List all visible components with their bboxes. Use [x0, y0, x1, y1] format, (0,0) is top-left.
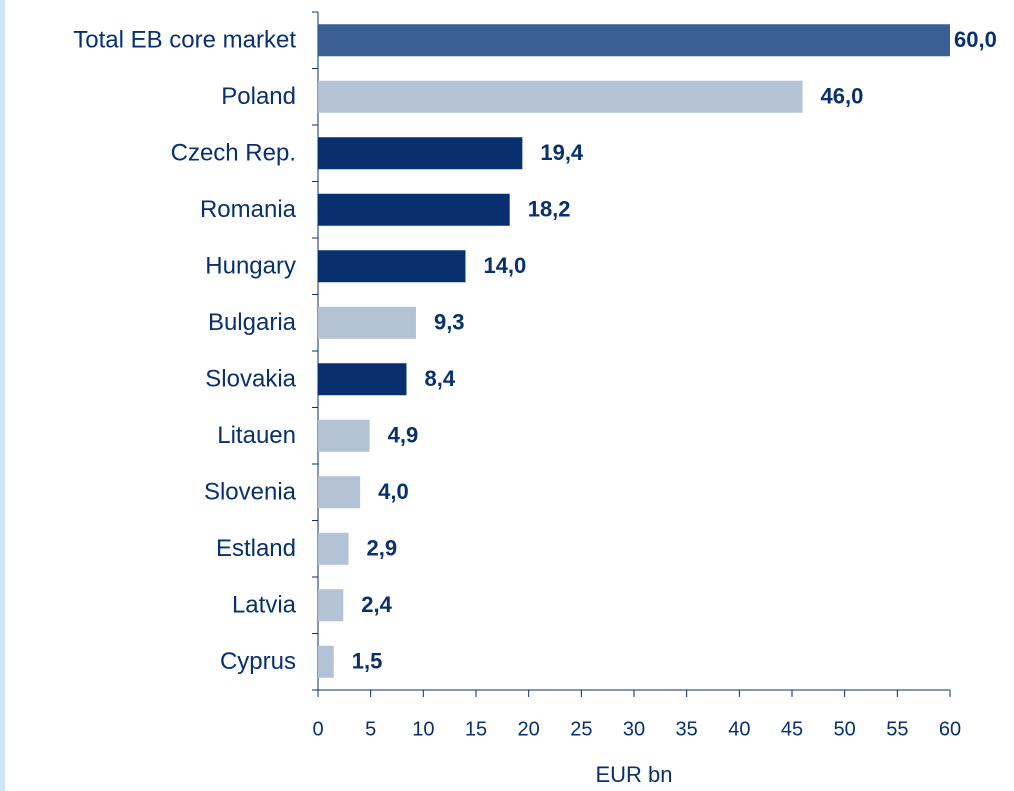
category-label: Slovenia [204, 479, 297, 506]
category-label: Slovakia [205, 366, 296, 393]
category-label: Litauen [217, 422, 296, 449]
x-axis-title: EUR bn [595, 762, 672, 787]
value-label: 1,5 [352, 649, 383, 674]
bar [318, 363, 407, 396]
bar [318, 24, 950, 57]
value-label: 60,0 [954, 27, 997, 52]
bar [318, 80, 803, 113]
value-label: 46,0 [821, 84, 864, 109]
bar [318, 306, 416, 339]
x-tick-label: 20 [518, 718, 540, 740]
x-tick-label: 15 [465, 718, 487, 740]
bar [318, 589, 344, 622]
value-label: 8,4 [424, 366, 455, 391]
x-tick-label: 5 [365, 718, 376, 740]
value-label: 2,9 [367, 536, 398, 561]
bar [318, 250, 466, 283]
category-label: Cyprus [220, 648, 296, 675]
x-tick-label: 35 [676, 718, 698, 740]
bar [318, 532, 349, 565]
x-tick-label: 60 [939, 718, 961, 740]
category-label: Romania [200, 196, 297, 223]
value-label: 19,4 [540, 140, 584, 165]
x-tick-label: 25 [570, 718, 592, 740]
value-label: 9,3 [434, 310, 465, 335]
x-tick-label: 0 [312, 718, 323, 740]
x-tick-label: 40 [728, 718, 750, 740]
category-label: Total EB core market [73, 27, 296, 54]
value-label: 18,2 [528, 197, 571, 222]
x-tick-label: 55 [886, 718, 908, 740]
bar [318, 476, 361, 509]
bar [318, 137, 523, 170]
bar [318, 419, 370, 452]
category-label: Czech Rep. [171, 140, 296, 167]
category-label: Hungary [205, 253, 296, 280]
category-label: Bulgaria [208, 309, 297, 336]
x-tick-label: 30 [623, 718, 645, 740]
left-strip [0, 0, 5, 791]
category-label: Estland [216, 535, 296, 562]
value-label: 4,0 [378, 479, 409, 504]
value-label: 2,4 [361, 592, 392, 617]
x-tick-label: 50 [834, 718, 856, 740]
category-label: Poland [221, 83, 296, 110]
value-label: 4,9 [388, 423, 419, 448]
x-tick-label: 45 [781, 718, 803, 740]
x-tick-label: 10 [412, 718, 434, 740]
bar [318, 193, 510, 226]
bar [318, 645, 334, 678]
category-label: Latvia [232, 592, 297, 619]
value-label: 14,0 [483, 253, 526, 278]
